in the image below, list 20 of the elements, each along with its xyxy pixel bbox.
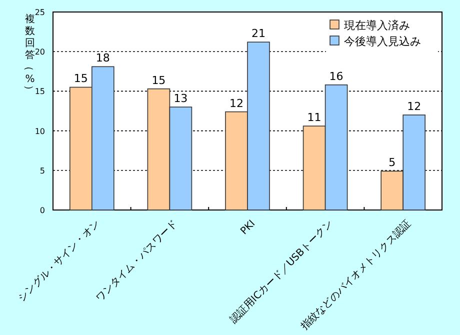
data-label: 15 xyxy=(152,74,166,87)
data-label: 21 xyxy=(252,27,266,40)
y-tick-label: 20 xyxy=(34,48,45,57)
data-label: 15 xyxy=(74,72,88,86)
y-axis-title: 複数回答（%） xyxy=(23,13,35,95)
data-label: 13 xyxy=(174,92,188,106)
y-tick-label: 15 xyxy=(34,87,45,96)
legend-label: 今後導入見込み xyxy=(344,35,421,48)
data-label: 16 xyxy=(329,70,344,83)
y-tick-label: 25 xyxy=(34,8,45,17)
legend-label: 現在導入済み xyxy=(344,19,410,32)
data-label: 12 xyxy=(407,100,422,113)
data-label: 5 xyxy=(388,156,396,170)
x-tick-label: PKI xyxy=(238,218,258,238)
y-tick-label: 5 xyxy=(40,166,45,176)
data-label: 12 xyxy=(230,96,244,110)
y-tick-label: 10 xyxy=(34,126,45,136)
y-tick-label: 0 xyxy=(40,206,45,215)
data-label: 11 xyxy=(307,111,322,124)
data-label: 18 xyxy=(96,52,110,65)
